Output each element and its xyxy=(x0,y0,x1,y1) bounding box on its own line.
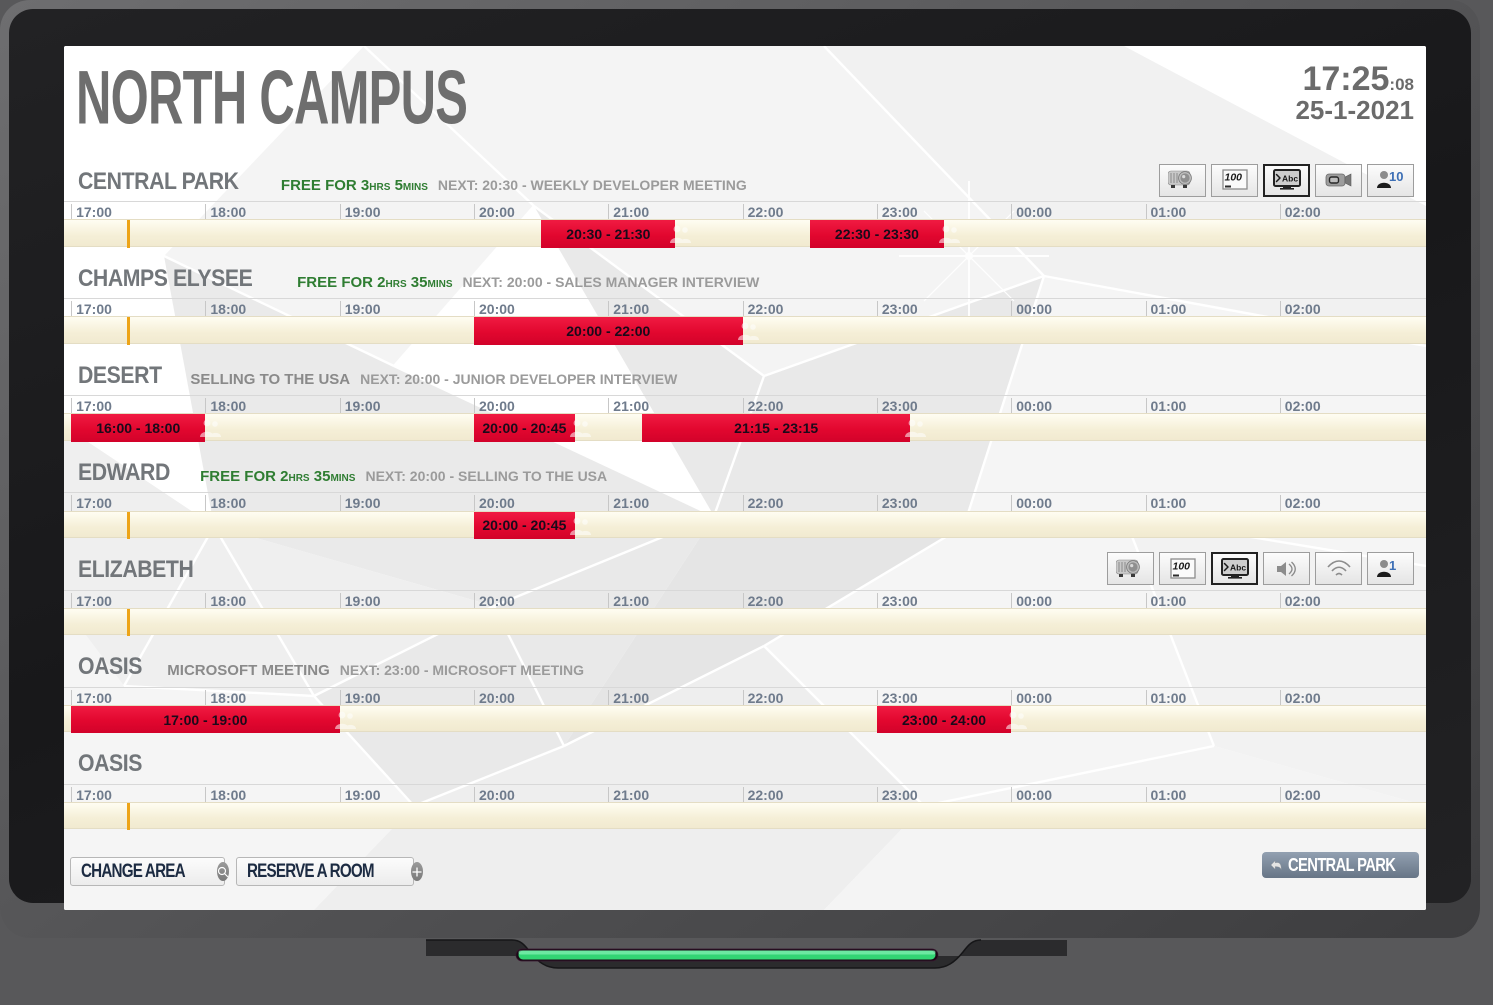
svg-text:Abc: Abc xyxy=(1230,562,1246,572)
svg-text:Abc: Abc xyxy=(1282,174,1298,184)
svg-text:10: 10 xyxy=(1389,169,1403,184)
svg-text:1: 1 xyxy=(1389,558,1396,573)
svg-text:100: 100 xyxy=(1224,172,1242,184)
svg-text:100: 100 xyxy=(1172,560,1190,572)
